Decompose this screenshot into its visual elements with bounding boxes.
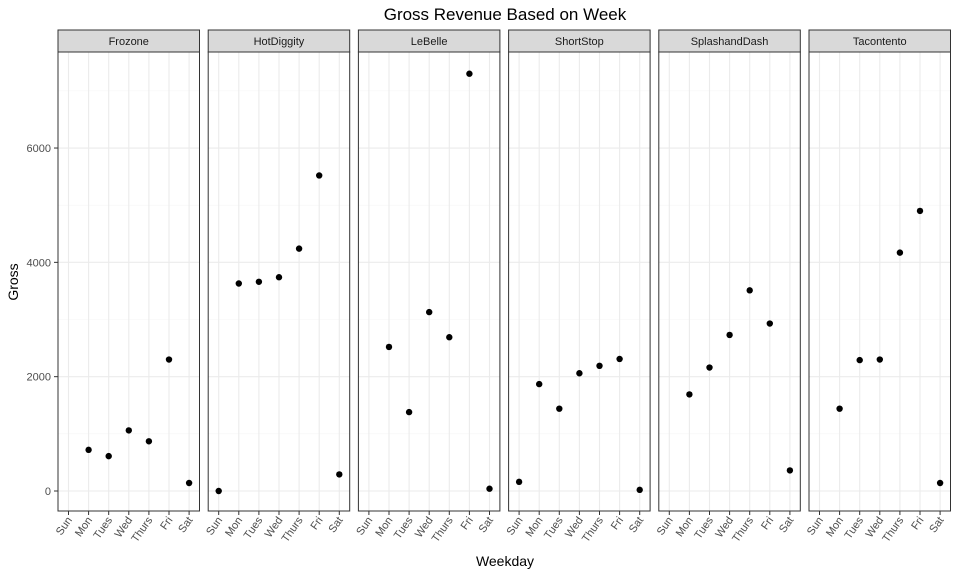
data-point <box>105 452 112 460</box>
data-point <box>936 479 944 487</box>
data-point <box>686 391 693 398</box>
x-tick-label: Sat <box>777 515 796 535</box>
data-point <box>255 278 263 285</box>
data-point <box>336 471 343 478</box>
data-point <box>515 478 523 486</box>
data-point <box>125 427 132 434</box>
data-point <box>536 380 543 388</box>
x-tick-label: Fri <box>308 515 325 532</box>
data-point <box>385 343 393 351</box>
x-tick-label: Tues <box>392 514 416 541</box>
data-point <box>145 438 153 445</box>
x-tick-label: Tues <box>843 514 867 541</box>
data-point <box>466 70 473 77</box>
x-tick-label: Thurs <box>430 514 456 544</box>
facet-strip <box>808 29 951 53</box>
chart-title: Gross Revenue Based on Week <box>384 5 627 24</box>
x-tick-label: Sat <box>477 515 496 535</box>
facet-strip-label: HotDiggity <box>254 36 305 48</box>
y-tick-label: 4000 <box>27 257 51 269</box>
data-point <box>235 280 242 287</box>
data-point <box>85 446 92 454</box>
x-tick-label: Thurs <box>880 514 906 544</box>
x-tick-label: Thurs <box>129 514 155 544</box>
x-tick-label: Fri <box>609 515 626 532</box>
y-axis: 0 2000 4000 6000 <box>27 143 58 498</box>
data-point <box>636 486 643 494</box>
x-tick-label: Sun <box>655 515 676 538</box>
data-point <box>275 274 283 281</box>
x-tick-label: Tues <box>242 514 266 541</box>
facet-strip <box>508 29 651 53</box>
facet-strip-label: SplashandDash <box>691 36 769 48</box>
x-tick-label: Sat <box>927 515 946 535</box>
x-tick-label: Sun <box>354 515 375 538</box>
facet-strip-label: LeBelle <box>411 36 448 48</box>
x-tick-label: Sun <box>54 515 75 538</box>
data-point <box>916 207 924 215</box>
facet-strip-label: ShortStop <box>555 36 604 48</box>
x-tick-label: Fri <box>158 515 175 532</box>
data-point <box>896 249 904 256</box>
x-tick-label: Sat <box>176 515 195 535</box>
data-point <box>446 334 453 341</box>
x-tick-label: Thurs <box>730 514 756 544</box>
data-point <box>856 356 863 364</box>
facet-strip <box>207 29 351 53</box>
data-point <box>486 485 493 492</box>
facet-strip <box>57 29 200 53</box>
y-tick-label: 2000 <box>27 372 51 384</box>
x-tick-label: Fri <box>759 515 776 532</box>
x-tick-label: Sat <box>627 515 646 535</box>
x-tick-label: Tues <box>92 514 116 541</box>
x-axis-title: Weekday <box>476 553 534 569</box>
facet-strip-label: Frozone <box>109 36 149 48</box>
data-point <box>556 405 563 412</box>
data-point <box>215 487 222 495</box>
data-point <box>706 364 713 371</box>
x-tick-label: Fri <box>909 515 926 532</box>
data-point <box>836 405 843 412</box>
facet-strip <box>357 29 501 53</box>
x-tick-label: Tues <box>542 514 566 541</box>
y-tick-label: 6000 <box>27 143 51 155</box>
data-point <box>426 308 433 316</box>
data-point <box>405 408 413 416</box>
x-tick-label: Sun <box>204 515 225 538</box>
data-point <box>876 356 883 363</box>
data-point <box>596 362 603 370</box>
x-tick-label: Fri <box>459 515 476 532</box>
x-tick-label: Sun <box>504 515 525 538</box>
facet-strip <box>658 29 801 53</box>
x-tick-label: Thurs <box>580 514 606 544</box>
data-point <box>746 287 753 294</box>
data-point <box>165 356 173 363</box>
data-point <box>185 479 193 487</box>
data-point <box>786 467 794 474</box>
data-point <box>766 320 773 327</box>
y-tick-label: 0 <box>45 486 51 498</box>
data-point <box>295 245 303 252</box>
data-point <box>616 355 623 363</box>
data-point <box>316 172 323 179</box>
x-tick-label: Tues <box>692 514 716 541</box>
y-axis-title: Gross <box>5 263 21 300</box>
data-point <box>576 370 583 377</box>
x-tick-label: Sat <box>326 515 345 535</box>
data-point <box>726 331 733 339</box>
facet-strip-label: Tacontento <box>853 36 907 48</box>
x-tick-label: Sun <box>805 515 826 538</box>
x-tick-label: Thurs <box>280 514 306 544</box>
